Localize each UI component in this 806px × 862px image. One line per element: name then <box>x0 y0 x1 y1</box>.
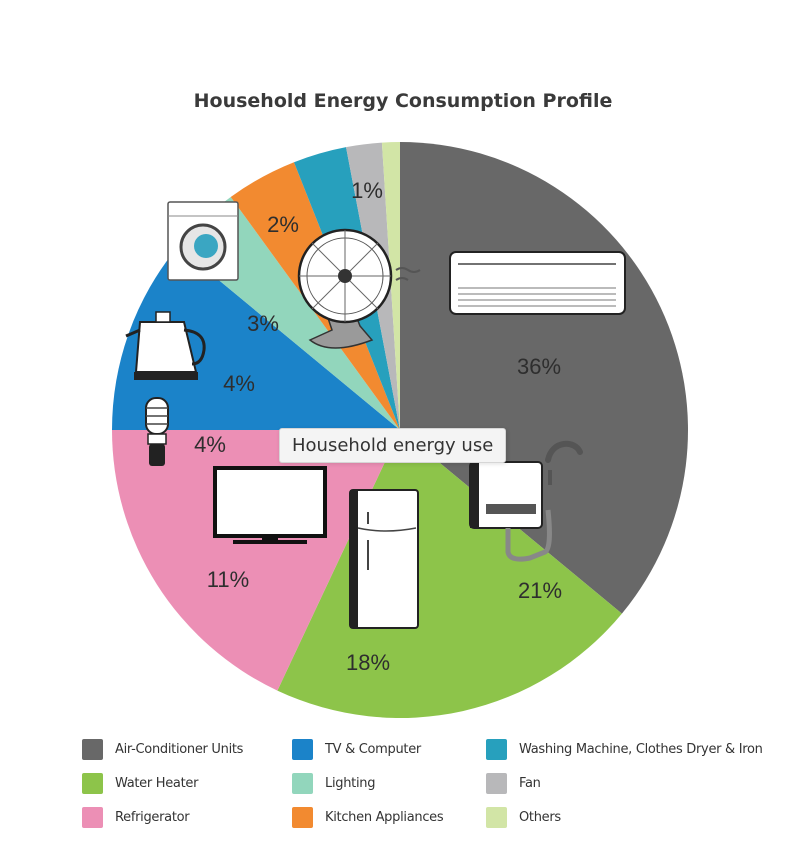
legend-item-air-conditioner-units[interactable]: Air-Conditioner Units <box>82 738 243 760</box>
chart-title: Household Energy Consumption Profile <box>193 90 613 112</box>
legend-label: Others <box>519 809 561 825</box>
legend-item-refrigerator[interactable]: Refrigerator <box>82 806 190 828</box>
legend-swatch <box>292 772 313 794</box>
legend-label: Air-Conditioner Units <box>115 741 244 757</box>
legend-swatch <box>82 806 103 828</box>
legend-item-lighting[interactable]: Lighting <box>292 772 375 794</box>
legend-swatch <box>292 738 313 760</box>
air-conditioner-icon <box>449 251 626 315</box>
value-label-lighting: 4% <box>194 432 226 457</box>
legend-swatch <box>486 738 507 760</box>
legend-label: Kitchen Appliances <box>325 809 444 825</box>
fan-icon <box>297 228 421 349</box>
value-label-refrigerator: 18% <box>346 650 390 675</box>
value-label-kitchen-appliances: 4% <box>223 371 255 396</box>
pie-slice-tv-computer[interactable] <box>112 246 400 430</box>
legend-label: Washing Machine, Clothes Dryer & Iron <box>519 741 763 757</box>
legend-item-tv-computer[interactable]: TV & Computer <box>292 738 421 760</box>
tooltip: Household energy use <box>279 428 507 463</box>
light-bulb-icon <box>145 397 169 466</box>
legend-label: Refrigerator <box>115 809 190 825</box>
value-label-others: 1% <box>351 178 383 203</box>
water-heater-icon <box>469 440 583 562</box>
value-label-washing-machine: 3% <box>247 311 279 336</box>
legend-label: Fan <box>519 775 541 791</box>
legend-item-others[interactable]: Others <box>486 806 561 828</box>
kettle-icon <box>125 311 206 380</box>
tv-icon <box>213 466 327 544</box>
value-label-fan: 2% <box>267 212 299 237</box>
value-label-air-conditioner: 36% <box>517 354 561 379</box>
value-label-water-heater: 21% <box>518 578 562 603</box>
legend-swatch <box>486 772 507 794</box>
pie-slice-water-heater[interactable] <box>277 430 622 718</box>
legend-label: TV & Computer <box>325 741 421 757</box>
pie-slice-refrigerator[interactable] <box>111 430 400 691</box>
legend-label: Lighting <box>325 775 376 791</box>
appliance-icons <box>125 201 626 629</box>
washing-machine-icon <box>167 201 239 281</box>
legend-swatch <box>486 806 507 828</box>
legend-label: Water Heater <box>115 775 199 791</box>
value-label-tv-computer: 11% <box>207 567 249 592</box>
legend-item-washing-machine-clothes-dryer-iron[interactable]: Washing Machine, Clothes Dryer & Iron <box>486 738 763 760</box>
legend-item-fan[interactable]: Fan <box>486 772 541 794</box>
pie-value-labels: 36% 21% 18% 11% 4% 4% 3% 2% 1% <box>194 178 562 675</box>
legend-item-kitchen-appliances[interactable]: Kitchen Appliances <box>292 806 444 828</box>
legend-swatch <box>82 738 103 760</box>
legend-item-water-heater[interactable]: Water Heater <box>82 772 198 794</box>
legend-swatch <box>292 806 313 828</box>
legend-swatch <box>82 772 103 794</box>
chart-legend: Air-Conditioner Units Water Heater Refrige… <box>82 738 802 838</box>
refrigerator-icon <box>349 489 419 629</box>
